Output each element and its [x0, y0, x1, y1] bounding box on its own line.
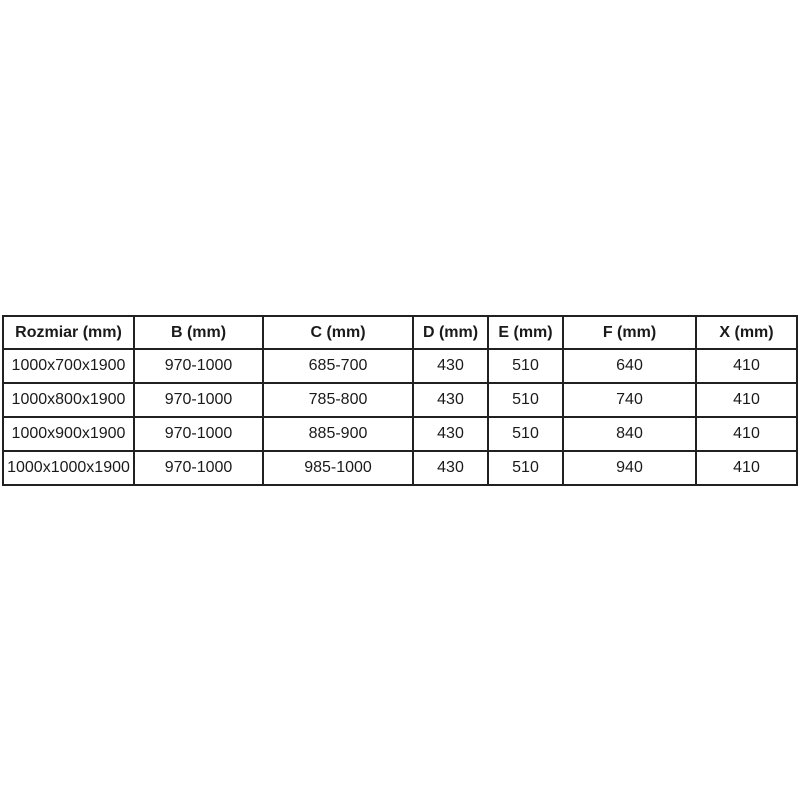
- table-cell: 785-800: [262, 382, 414, 418]
- product-dimensions-table: Rozmiar (mm) B (mm) C (mm) D (mm) E (mm) F (m…: [2, 315, 798, 486]
- table-cell: 1000x700x1900: [2, 348, 135, 384]
- table-body: 1000x700x1900 970-1000 685-700 430 510 640 410…: [2, 348, 798, 486]
- table-cell: 410: [695, 348, 798, 384]
- table-cell: 1000x900x1900: [2, 416, 135, 452]
- table-cell: 640: [562, 348, 697, 384]
- table-cell: 510: [487, 348, 564, 384]
- table-cell: 410: [695, 382, 798, 418]
- table-cell: 985-1000: [262, 450, 414, 486]
- table-row: 1000x1000x1900 970-1000 985-1000 430 510 940 4…: [2, 450, 798, 486]
- column-header: Rozmiar (mm): [2, 315, 135, 350]
- table-cell: 970-1000: [133, 450, 264, 486]
- table-cell: 970-1000: [133, 348, 264, 384]
- table-cell: 430: [412, 416, 489, 452]
- table-cell: 970-1000: [133, 416, 264, 452]
- table-cell: 430: [412, 450, 489, 486]
- table-cell: 740: [562, 382, 697, 418]
- table-header-row: Rozmiar (mm) B (mm) C (mm) D (mm) E (mm) F (m…: [2, 315, 798, 350]
- column-header: D (mm): [412, 315, 489, 350]
- table-row: 1000x800x1900 970-1000 785-800 430 510 740 410: [2, 382, 798, 418]
- table-row: 1000x700x1900 970-1000 685-700 430 510 640 410: [2, 348, 798, 384]
- column-header: C (mm): [262, 315, 414, 350]
- table-cell: 410: [695, 450, 798, 486]
- table-cell: 940: [562, 450, 697, 486]
- table-cell: 840: [562, 416, 697, 452]
- column-header: E (mm): [487, 315, 564, 350]
- table-cell: 685-700: [262, 348, 414, 384]
- table-cell: 510: [487, 450, 564, 486]
- table-cell: 430: [412, 382, 489, 418]
- column-header: B (mm): [133, 315, 264, 350]
- table-cell: 885-900: [262, 416, 414, 452]
- table-cell: 970-1000: [133, 382, 264, 418]
- table-cell: 430: [412, 348, 489, 384]
- table-cell: 510: [487, 416, 564, 452]
- column-header: X (mm): [695, 315, 798, 350]
- table-cell: 410: [695, 416, 798, 452]
- table-cell: 1000x1000x1900: [2, 450, 135, 486]
- table-header: Rozmiar (mm) B (mm) C (mm) D (mm) E (mm) F (m…: [2, 315, 798, 350]
- column-header: F (mm): [562, 315, 697, 350]
- table-row: 1000x900x1900 970-1000 885-900 430 510 840 410: [2, 416, 798, 452]
- table-cell: 1000x800x1900: [2, 382, 135, 418]
- table-cell: 510: [487, 382, 564, 418]
